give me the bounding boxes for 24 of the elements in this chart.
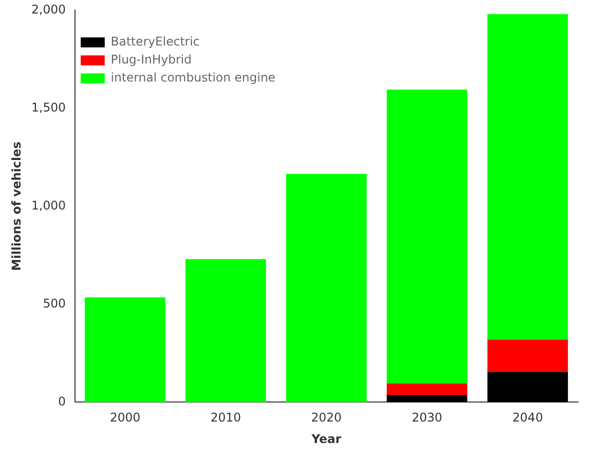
bar [386,90,468,384]
bar [386,383,468,395]
bar [487,340,568,372]
y-tick-label: 1,500 [31,100,66,114]
x-tick-label: 2040 [512,410,543,425]
bar [185,259,266,402]
y-axis-title: Millions of vehicles [9,142,24,271]
y-tick-label: 0 [58,394,66,408]
x-tick-label: 2030 [412,410,442,425]
legend-label: Plug-InHybrid [110,52,192,67]
bar [487,372,568,402]
bar [84,297,166,402]
y-tick-label: 500 [42,296,66,310]
x-tick-label: 2020 [311,410,342,425]
x-axis-title: Year [310,432,342,446]
bar [487,14,568,340]
bar [386,394,468,402]
x-tick-label: 2000 [110,410,140,425]
bar [286,174,367,402]
y-tick-label: 2,000 [31,2,66,16]
x-tick-label: 2010 [210,410,241,425]
legend-label: BatteryElectric [110,34,200,49]
legend-label: internal combustion engine [110,70,276,85]
y-tick-label: 1,000 [31,198,66,212]
